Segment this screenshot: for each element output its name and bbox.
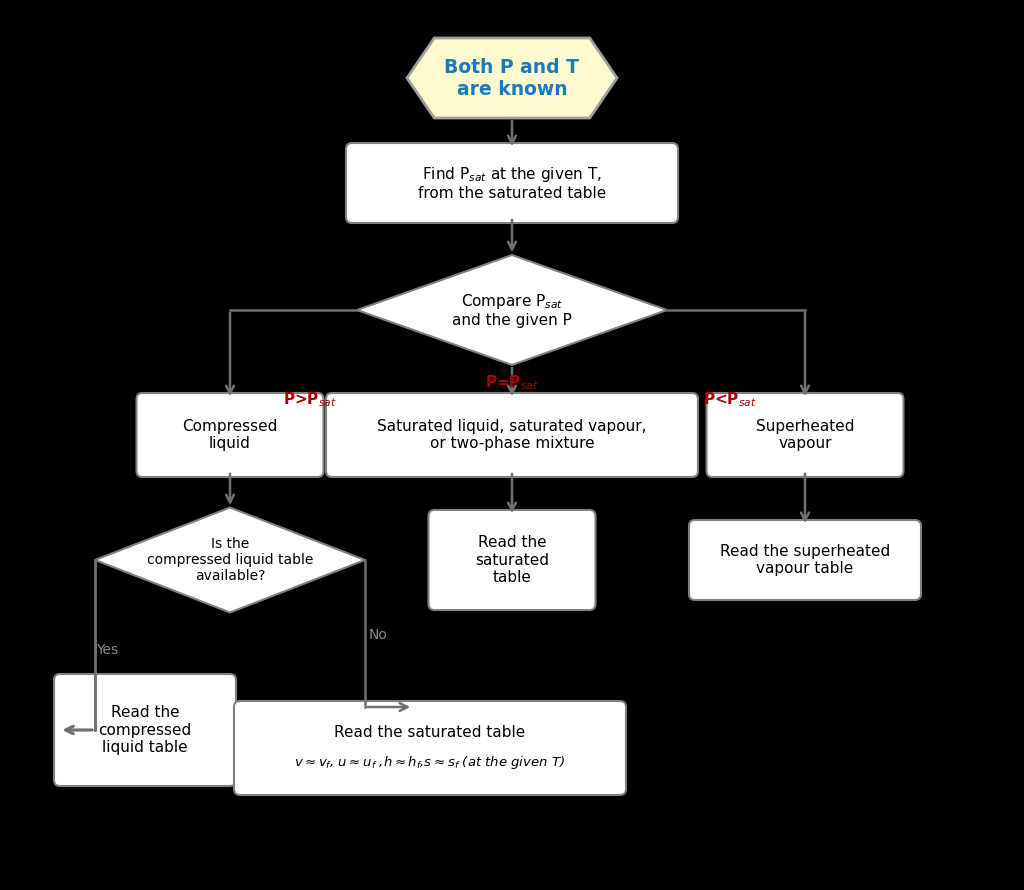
Text: Read the
saturated
table: Read the saturated table (475, 535, 549, 585)
Polygon shape (95, 507, 365, 612)
FancyBboxPatch shape (54, 674, 236, 786)
Text: Compressed
liquid: Compressed liquid (182, 419, 278, 451)
Text: Compare P$_{sat}$
and the given P: Compare P$_{sat}$ and the given P (452, 292, 572, 328)
Polygon shape (357, 255, 667, 365)
FancyBboxPatch shape (428, 510, 596, 610)
Text: No: No (369, 628, 387, 642)
Text: Superheated
vapour: Superheated vapour (756, 419, 854, 451)
FancyBboxPatch shape (346, 143, 678, 223)
Text: Saturated liquid, saturated vapour,
or two-phase mixture: Saturated liquid, saturated vapour, or t… (377, 419, 647, 451)
Text: Find P$_{sat}$ at the given T,
from the saturated table: Find P$_{sat}$ at the given T, from the … (418, 165, 606, 201)
Text: P>P$_{sat}$: P>P$_{sat}$ (283, 391, 337, 409)
FancyBboxPatch shape (326, 393, 698, 477)
FancyBboxPatch shape (136, 393, 324, 477)
Text: Read the saturated table: Read the saturated table (335, 724, 525, 740)
Text: $v$$\approx$$v_f$, $u$$\approx$$u_f$ ,$h$$\approx$$h_f$,$s$$\approx$$s_f$ (at th: $v$$\approx$$v_f$, $u$$\approx$$u_f$ ,$h… (295, 754, 565, 771)
FancyBboxPatch shape (689, 520, 921, 600)
Text: P<P$_{sat}$: P<P$_{sat}$ (703, 391, 757, 409)
Text: Read the
compressed
liquid table: Read the compressed liquid table (98, 705, 191, 755)
Text: Read the superheated
vapour table: Read the superheated vapour table (720, 544, 890, 576)
Text: Yes: Yes (96, 643, 118, 657)
FancyBboxPatch shape (707, 393, 903, 477)
Polygon shape (407, 38, 617, 118)
Text: P=P$_{sat}$: P=P$_{sat}$ (485, 374, 539, 392)
Text: Is the
compressed liquid table
available?: Is the compressed liquid table available… (146, 537, 313, 583)
Text: Both P and T
are known: Both P and T are known (444, 58, 580, 99)
FancyBboxPatch shape (234, 701, 626, 795)
